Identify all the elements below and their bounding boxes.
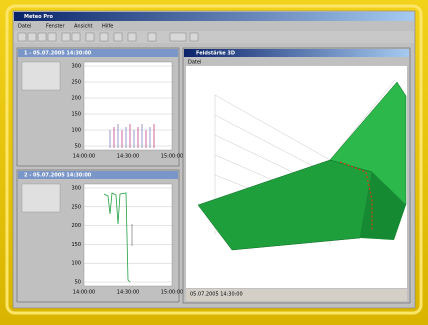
panel-title-bar bbox=[18, 49, 178, 57]
menu-item[interactable]: Ansicht bbox=[74, 24, 93, 30]
tool-button[interactable] bbox=[147, 32, 157, 42]
tool-button[interactable] bbox=[37, 32, 47, 42]
x-tick-label: 14:30:00 bbox=[117, 154, 139, 160]
title-bar bbox=[14, 12, 414, 21]
menu-item[interactable]: Hilfe bbox=[102, 24, 113, 30]
x-tick-label: 15:00:00 bbox=[161, 154, 183, 160]
y-tick-label: 300 bbox=[71, 64, 81, 70]
app-title: Meteo Pro bbox=[24, 14, 53, 20]
menu-item[interactable]: Datei bbox=[18, 24, 31, 30]
status-text: 05.07.2005 14:30:00 bbox=[190, 292, 243, 298]
y-tick-label: 100 bbox=[71, 261, 81, 267]
x-tick-label: 14:00:00 bbox=[73, 154, 95, 160]
tool-button[interactable] bbox=[189, 32, 199, 42]
frame bbox=[5, 4, 423, 315]
panel-title-bar bbox=[18, 171, 178, 179]
plot3d-title: Feldstärke 3D bbox=[196, 51, 235, 57]
y-tick-label: 200 bbox=[71, 96, 81, 102]
tool-button[interactable] bbox=[127, 32, 137, 42]
menu-bar: Datei Fenster Ansicht Hilfe bbox=[18, 24, 113, 30]
tool-button[interactable] bbox=[71, 32, 81, 42]
status-bar bbox=[186, 289, 407, 301]
panel-title: 1 - 05.07.2005 14:30:00 bbox=[24, 51, 92, 57]
tool-button[interactable] bbox=[113, 32, 123, 42]
plot-area bbox=[83, 61, 173, 151]
y-tick-label: 300 bbox=[71, 186, 81, 192]
y-tick-label: 250 bbox=[71, 80, 81, 86]
panel-controls bbox=[21, 183, 61, 213]
tool-button[interactable] bbox=[17, 32, 27, 42]
x-tick-label: 14:00:00 bbox=[73, 290, 95, 296]
toolbar-buttons bbox=[17, 32, 199, 42]
panel-title: 2 - 05.07.2005 14:30:00 bbox=[24, 173, 92, 179]
trace bbox=[103, 192, 131, 283]
surface-wall bbox=[329, 81, 407, 206]
x-tick-label: 14:30:00 bbox=[117, 290, 139, 296]
y-tick-label: 250 bbox=[71, 204, 81, 210]
y-tick-label: 150 bbox=[71, 242, 81, 248]
menu-item[interactable]: Fenster bbox=[46, 24, 65, 30]
y-tick-label: 150 bbox=[71, 112, 81, 118]
plot3d-menu[interactable]: Datei bbox=[188, 60, 201, 66]
tool-button[interactable] bbox=[27, 32, 37, 42]
surface-edge bbox=[360, 172, 406, 240]
x-tick-label: 15:00:00 bbox=[161, 290, 183, 296]
tool-button[interactable] bbox=[169, 32, 187, 42]
tool-button[interactable] bbox=[61, 32, 71, 42]
y-tick-label: 50 bbox=[75, 144, 81, 150]
tool-button[interactable] bbox=[47, 32, 57, 42]
plot3d-title-bar bbox=[184, 49, 409, 57]
surface-marker bbox=[339, 161, 373, 230]
panels: 1 - 05.07.2005 14:30:00 300 250 200 150 100 50… bbox=[16, 47, 183, 303]
tool-button[interactable] bbox=[85, 32, 95, 42]
panel-controls bbox=[21, 61, 61, 91]
y-tick-label: 50 bbox=[75, 280, 81, 286]
y-tick-label: 100 bbox=[71, 128, 81, 134]
y-tick-label: 200 bbox=[71, 223, 81, 229]
tool-button[interactable] bbox=[99, 32, 109, 42]
